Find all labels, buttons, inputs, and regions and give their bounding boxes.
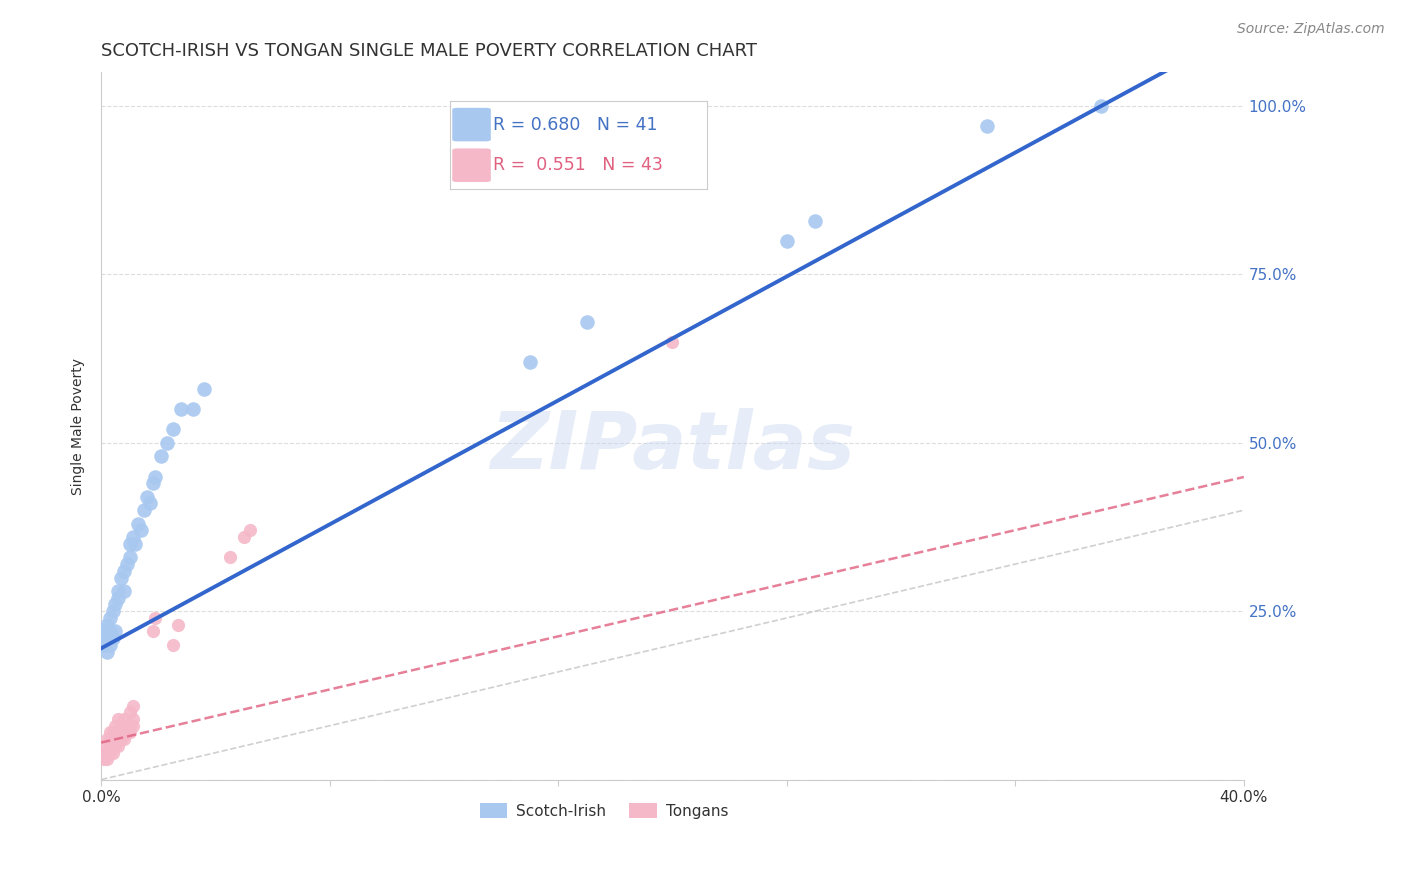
Point [98,624,121,639]
Point [239,524,262,538]
Point [118,550,141,565]
Point [218,550,240,565]
Point [142,476,165,491]
Point [115,725,138,739]
Y-axis label: Single Male Poverty: Single Male Poverty [72,358,86,494]
Point [93,624,115,639]
Point [776,234,799,248]
Point [107,712,129,726]
Point [93,638,115,652]
Text: ZIPatlas: ZIPatlas [491,409,855,486]
Text: Source: ZipAtlas.com: Source: ZipAtlas.com [1237,22,1385,37]
Point [101,739,124,753]
Point [233,530,256,544]
Point [93,752,115,766]
Point [98,746,121,760]
Point [104,725,127,739]
Point [112,732,135,747]
Point [193,382,215,396]
Point [112,584,135,599]
Point [104,719,127,733]
Point [98,611,121,625]
Point [145,611,167,625]
Point [101,746,124,760]
Point [101,604,124,618]
Point [98,725,121,739]
Point [575,315,598,329]
Point [101,631,124,645]
Point [118,537,141,551]
Point [139,496,162,510]
Point [110,725,132,739]
Point [132,503,155,517]
Point [129,524,152,538]
Point [145,469,167,483]
Point [98,739,121,753]
Point [1090,99,1112,113]
Point [121,712,143,726]
Point [976,120,998,134]
Point [104,598,127,612]
Point [181,402,204,417]
Point [98,638,121,652]
Point [121,698,143,713]
Point [156,435,179,450]
Point [115,719,138,733]
Point [110,719,132,733]
Text: SCOTCH-IRISH VS TONGAN SINGLE MALE POVERTY CORRELATION CHART: SCOTCH-IRISH VS TONGAN SINGLE MALE POVER… [101,42,758,60]
Point [150,450,173,464]
Point [93,739,115,753]
Point [96,752,118,766]
Point [162,422,184,436]
Point [96,746,118,760]
Point [93,746,115,760]
Point [127,516,149,531]
Point [118,705,141,719]
Point [661,334,683,349]
Point [104,739,127,753]
Point [96,732,118,747]
Point [167,617,190,632]
Point [96,617,118,632]
Point [162,638,184,652]
Legend: Scotch-Irish, Tongans: Scotch-Irish, Tongans [474,797,734,825]
Point [124,537,146,551]
Point [107,725,129,739]
Point [112,725,135,739]
Point [118,725,141,739]
Point [104,624,127,639]
Point [115,557,138,571]
Point [107,584,129,599]
Point [121,530,143,544]
Point [112,712,135,726]
Point [101,725,124,739]
Point [98,732,121,747]
Point [112,564,135,578]
Point [104,732,127,747]
Point [118,719,141,733]
Point [804,213,827,227]
Point [121,719,143,733]
Point [107,591,129,605]
Point [135,490,157,504]
Point [142,624,165,639]
Point [96,631,118,645]
Point [107,732,129,747]
Point [519,355,541,369]
Point [107,739,129,753]
Point [170,402,193,417]
Point [110,570,132,584]
Point [96,645,118,659]
Point [110,732,132,747]
